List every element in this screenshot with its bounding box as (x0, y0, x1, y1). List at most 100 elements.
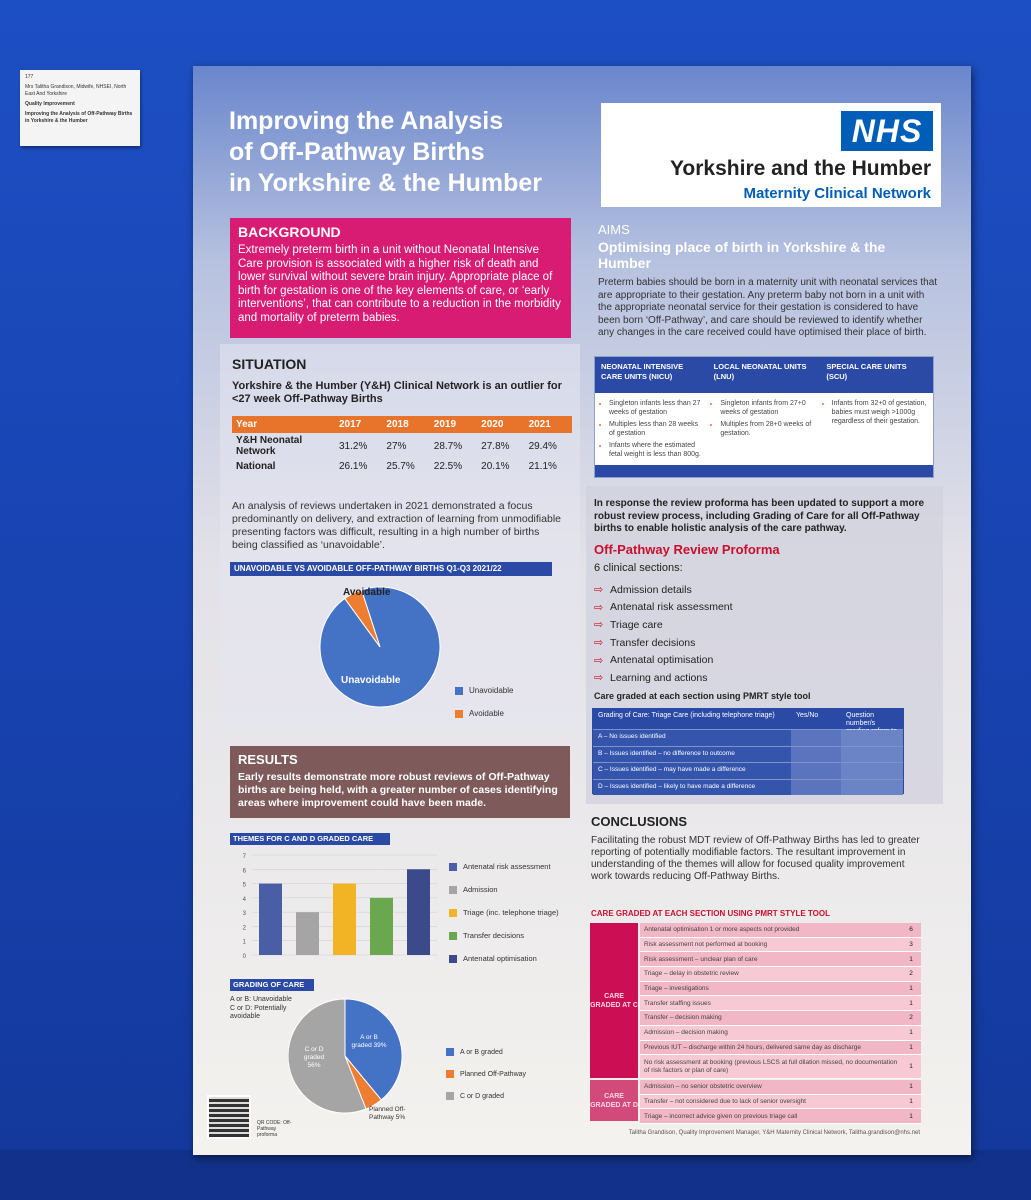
grading-pie-chart (288, 998, 403, 1114)
y-tick-label: 1 (243, 940, 247, 946)
grade-row-label: D – Issues identified – likely to have m… (598, 782, 756, 790)
table-row: D – Issues identified – likely to have m… (593, 778, 903, 795)
list-item: ⇨ Triage care (594, 616, 733, 634)
arrow-right-icon: ⇨ (594, 619, 604, 632)
conclusions-section: CONCLUSIONS Facilitating the robust MDT … (591, 814, 921, 883)
year-col: 2019 (429, 416, 478, 433)
nhs-network-name: Maternity Clinical Network (743, 185, 931, 202)
results-text: Early results demonstrate more robust re… (238, 771, 558, 809)
pie-label-avoidable: Avoidable (343, 587, 391, 598)
avoidable-pie-chart (319, 586, 441, 708)
title-line-1: Improving the Analysis (229, 107, 504, 135)
section-label: Learning and actions (610, 671, 708, 684)
pmrt-row-text: Transfer staffing issues (644, 999, 711, 1007)
title-line-3: in Yorkshire & the Humber (229, 169, 543, 197)
pmrt-row-text: Admission – decision making (644, 1029, 728, 1037)
legend-item: Unavoidable (455, 686, 513, 695)
avoidable-pie-title: UNAVOIDABLE VS AVOIDABLE OFF-PATHWAY BIR… (230, 562, 552, 576)
tag-title: Improving the Analysis of Off-Pathway Bi… (25, 111, 133, 124)
nicu-list: Singleton infants less than 27 weeks of … (597, 399, 708, 462)
proforma-graded-note: Care graded at each section using PMRT s… (594, 691, 811, 701)
pmrt-row-count: 1 (909, 1062, 913, 1070)
legend-label: Planned Off-Pathway (460, 1070, 527, 1078)
legend-label: Antenatal risk assessment (463, 862, 551, 871)
background-text: Extremely preterm birth in a unit withou… (238, 244, 561, 324)
y-tick-label: 0 (243, 954, 247, 960)
pmrt-row-count: 1 (909, 1029, 913, 1037)
neonatal-units-table: NEONATAL INTENSIVE CARE UNITS (NICU) LOC… (594, 356, 934, 478)
bar-admission (296, 912, 319, 955)
table-cell: 27.8% (481, 440, 510, 452)
grade-question-cell (841, 730, 903, 746)
pmrt-table-title: CARE GRADED AT EACH SECTION USING PMRT S… (591, 909, 830, 918)
year-col: 2021 (524, 416, 572, 433)
pmrt-row-text: Risk assessment not performed at booking (644, 941, 768, 949)
grading-definitions: A or B: Unavoidable C or D: Potentially … (230, 996, 300, 1022)
legend-swatch (449, 931, 457, 940)
grade-yesno-cell (791, 779, 841, 795)
year-col: 2020 (477, 416, 525, 433)
legend-swatch (449, 954, 457, 963)
y-tick-label: 5 (243, 883, 247, 889)
legend-label: Unavoidable (469, 686, 514, 695)
arrow-right-icon: ⇨ (594, 584, 604, 597)
situation-subheading: Yorkshire & the Humber (Y&H) Clinical Ne… (232, 380, 562, 405)
poster: Improving the Analysis of Off-Pathway Bi… (193, 66, 971, 1155)
table-row: No risk assessment at booking (previous … (640, 1055, 921, 1080)
scu-list: Infants from 32+0 of gestation, babies m… (820, 399, 931, 462)
situation-heading: SITUATION (232, 356, 307, 372)
lnu-item: Multiples from 28+0 weeks of gestation. (720, 420, 815, 438)
grading-legend: A or B graded Planned Off-Pathway C or D… (446, 1048, 526, 1114)
pmrt-row-text: No risk assessment at booking (previous … (644, 1058, 898, 1074)
table-cell: 22.5% (433, 461, 463, 472)
pmrt-row-text: Admission – no senior obstetric overview (644, 1083, 762, 1091)
nicu-item: Infants where the estimated fetal weight… (609, 441, 704, 459)
proforma-section: In response the review proforma has been… (586, 486, 943, 804)
situation-section: SITUATION Yorkshire & the Humber (Y&H) C… (220, 344, 580, 727)
tag-author: Mrs Talitha Grandison, Midwife, NHSEI, N… (25, 84, 127, 97)
legend-label: Transfer decisions (463, 931, 524, 940)
themes-chart-title: THEMES FOR C AND D GRADED CARE (230, 833, 390, 845)
themes-bar-chart: 0 1 2 3 4 5 6 7 (243, 854, 437, 960)
grade-col-3: Question number/s grading refers to (846, 712, 897, 735)
pmrt-row-count: 1 (909, 1043, 913, 1051)
results-heading: RESULTS (238, 752, 298, 767)
pmrt-row-text: Transfer – decision making (644, 1014, 722, 1022)
section-label: Triage care (610, 618, 663, 631)
pmrt-row-text: Previous IUT – discharge within 24 hours… (644, 1043, 862, 1051)
table-cell: 29.4% (528, 440, 557, 452)
grade-question-cell (841, 763, 903, 779)
aims-text: Preterm babies should be born in a mater… (598, 277, 938, 338)
aims-section: AIMS Optimising place of birth in Yorksh… (598, 222, 938, 340)
qr-code[interactable] (207, 1095, 251, 1139)
table-row: National 26.1% 25.7% 22.5% 20.1% 21.1% (232, 459, 572, 474)
conclusions-text: Facilitating the robust MDT review of Of… (591, 835, 920, 882)
grade-yesno-cell (791, 746, 841, 762)
section-label: Transfer decisions (610, 636, 696, 649)
pmrt-row-count: 1 (909, 955, 913, 963)
pmrt-row-count: 6 (909, 926, 913, 934)
exhibit-label-card: 177 Mrs Talitha Grandison, Midwife, NHSE… (20, 70, 140, 146)
results-section: RESULTS Early results demonstrate more r… (230, 746, 570, 818)
legend-swatch (446, 1070, 454, 1078)
list-item: ⇨ Transfer decisions (594, 634, 733, 652)
pmrt-row-text: Antenatal optimisation 1 or more aspects… (644, 926, 800, 934)
arrow-right-icon: ⇨ (594, 672, 604, 685)
pmrt-row-count: 1 (909, 1083, 913, 1091)
legend-swatch (455, 709, 463, 718)
group-c-label: CARE GRADED AT C (590, 923, 638, 1078)
list-item: ⇨ Antenatal optimisation (594, 651, 733, 669)
y-tick-label: 6 (243, 868, 247, 874)
table-cell: 21.1% (528, 461, 557, 472)
y-tick-label: 3 (243, 911, 247, 917)
arrow-right-icon: ⇨ (594, 637, 604, 650)
pie-slice-c-or-d-graded (288, 998, 367, 1114)
conclusions-heading: CONCLUSIONS (591, 814, 688, 829)
legend-label: Avoidable (469, 709, 504, 718)
row-label: Y&H Neonatal Network (236, 435, 303, 457)
pmrt-rows-c: Antenatal optimisation 1 or more aspects… (640, 923, 921, 1080)
legend-item: A or B graded (446, 1048, 526, 1056)
table-row: B – Issues identified – no difference to… (593, 745, 903, 762)
off-pathway-rates-table: Year 2017 2018 2019 2020 2021 Y&H Neonat… (232, 416, 572, 474)
grade-row-label: B – Issues identified – no difference to… (598, 749, 735, 757)
